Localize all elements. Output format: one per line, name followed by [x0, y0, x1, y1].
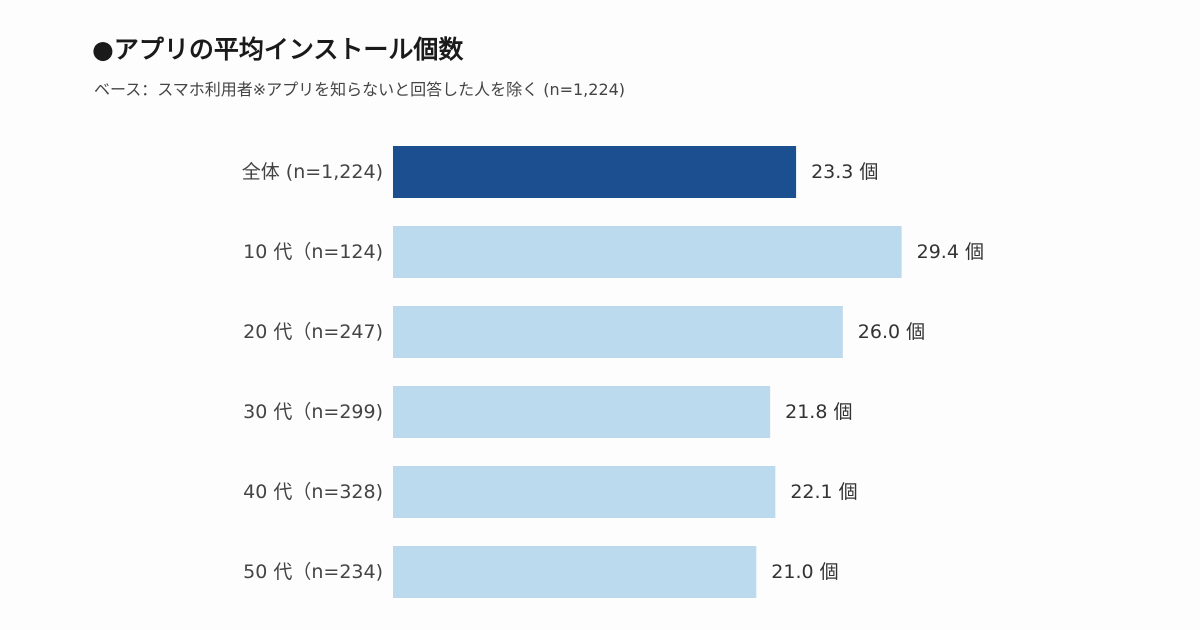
- category-label-5: 50 代（n=234): [243, 561, 383, 583]
- bar-5: [393, 546, 757, 598]
- bar-1: [393, 226, 902, 278]
- value-label-5: 21.0 個: [771, 561, 838, 583]
- value-label-4: 22.1 個: [790, 481, 857, 503]
- bar-2: [393, 306, 843, 358]
- bar-4: [393, 466, 776, 518]
- value-label-2: 26.0 個: [858, 321, 925, 343]
- chart-subtitle: ベース：スマホ利用者※アプリを知らないと回答した人を除く (n=1,224): [94, 80, 626, 99]
- bar-0: [393, 146, 797, 198]
- category-label-3: 30 代（n=299): [243, 401, 383, 423]
- value-label-0: 23.3 個: [811, 161, 878, 183]
- bar-3: [393, 386, 771, 438]
- chart-title: ●アプリの平均インストール個数: [92, 35, 464, 64]
- category-label-4: 40 代（n=328): [243, 481, 383, 503]
- category-label-0: 全体 (n=1,224): [242, 161, 383, 183]
- category-label-2: 20 代（n=247): [243, 321, 383, 343]
- value-label-3: 21.8 個: [785, 401, 852, 423]
- value-label-1: 29.4 個: [917, 241, 984, 263]
- category-label-1: 10 代（n=124): [243, 241, 383, 263]
